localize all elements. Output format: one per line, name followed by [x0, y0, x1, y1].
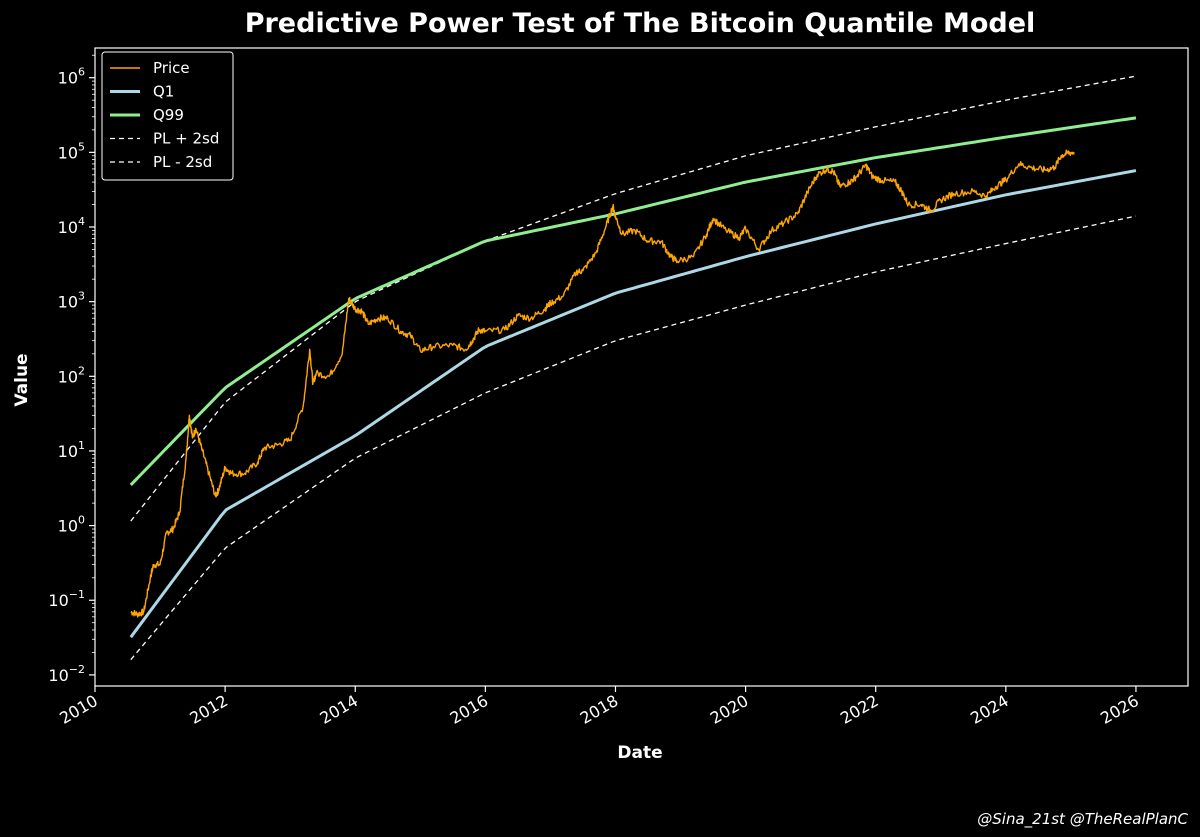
y-tick-label: 104 [58, 215, 85, 237]
y-tick-label: 103 [58, 290, 85, 312]
credit-text: @Sina_21st @TheRealPlanC [977, 810, 1188, 829]
q1-line [129, 169, 1137, 639]
legend-label: PL - 2sd [153, 153, 212, 171]
y-tick-label: 10−2 [48, 663, 85, 685]
legend-label: Price [153, 59, 190, 77]
pl-minus-2sd-line [130, 215, 1137, 661]
chart-title: Predictive Power Test of The Bitcoin Qua… [245, 8, 1036, 39]
price-line [130, 149, 1075, 618]
x-axis-label: Date [617, 743, 662, 763]
y-tick-label: 102 [58, 364, 85, 386]
y-tick-label: 10−1 [48, 588, 85, 610]
y-axis-label: Value [12, 353, 32, 406]
y-tick-label: 101 [58, 439, 85, 461]
legend-label: Q99 [153, 106, 184, 124]
y-tick-label: 106 [58, 66, 85, 88]
pl-plus-2sd-line [130, 75, 1137, 522]
plot-frame [94, 47, 1189, 687]
legend: Price Q1 Q99 PL + 2sd PL - 2sd [101, 51, 234, 181]
y-tick-label: 100 [58, 514, 85, 536]
legend-label: PL + 2sd [153, 130, 219, 148]
legend-frame [101, 51, 234, 181]
y-tick-label: 105 [58, 140, 85, 162]
legend-label: Q1 [153, 83, 174, 101]
q99-line [129, 116, 1137, 487]
